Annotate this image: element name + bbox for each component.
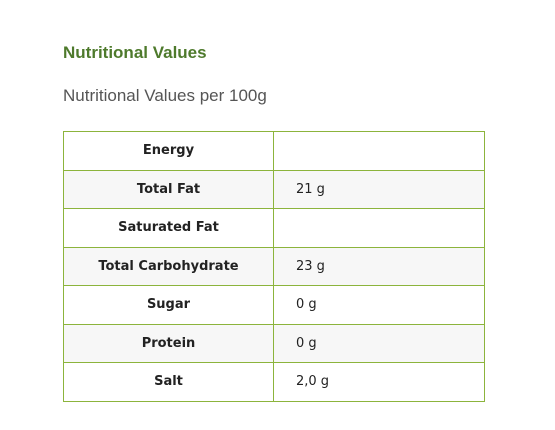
nutrient-label: Total Fat: [63, 169, 274, 209]
table-row: Salt 2,0 g: [63, 362, 485, 402]
nutrient-value: 2,0 g: [273, 362, 485, 402]
nutrient-label: Energy: [63, 131, 274, 171]
nutrient-label: Total Carbohydrate: [63, 246, 274, 286]
nutrient-value: 0 g: [273, 285, 485, 325]
nutrient-label: Salt: [63, 362, 274, 402]
nutrient-value: 23 g: [273, 246, 485, 286]
table-row: Saturated Fat: [63, 208, 485, 248]
nutrient-value: [273, 131, 485, 171]
nutrient-label: Protein: [63, 323, 274, 363]
table-row: Protein 0 g: [63, 323, 485, 363]
nutrient-label: Sugar: [63, 285, 274, 325]
nutrient-value: [273, 208, 485, 248]
subtitle: Nutritional Values per 100g: [63, 86, 267, 105]
table-row: Total Carbohydrate 23 g: [63, 246, 485, 286]
nutrient-value: 21 g: [273, 169, 485, 209]
nutrient-value: 0 g: [273, 323, 485, 363]
nutrient-label: Saturated Fat: [63, 208, 274, 248]
nutrition-table: Energy Total Fat 21 g Saturated Fat Total Ca…: [63, 131, 485, 402]
table-row: Energy: [63, 131, 485, 171]
title: Nutritional Values: [63, 43, 207, 62]
table-row: Sugar 0 g: [63, 285, 485, 325]
table-row: Total Fat 21 g: [63, 169, 485, 209]
